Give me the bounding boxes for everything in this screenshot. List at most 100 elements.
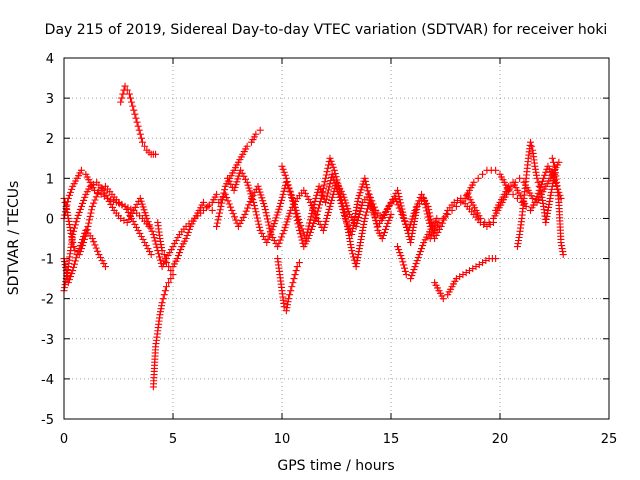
- data-point-trace-e: [152, 150, 160, 158]
- data-point-trace-l: [311, 216, 319, 224]
- data-point-trace-i: [323, 214, 331, 222]
- data-point-trace-l: [287, 190, 295, 198]
- data-point-trace-d: [70, 260, 78, 268]
- x-axis-label: GPS time / hours: [277, 458, 394, 474]
- data-point-trace-b: [129, 217, 137, 225]
- data-point-trace-l: [329, 163, 337, 171]
- data-point-trace-j: [251, 205, 259, 213]
- data-point-trace-l: [340, 206, 348, 214]
- data-point-trace-l: [335, 182, 343, 190]
- data-point-trace-d: [91, 241, 99, 249]
- data-point-trace-l: [316, 198, 324, 206]
- data-point-trace-g: [161, 255, 169, 263]
- data-point-trace-e: [125, 90, 133, 98]
- data-point-trace-l: [348, 247, 356, 255]
- data-point-trace-b: [131, 220, 139, 228]
- data-point-trace-j: [379, 213, 387, 221]
- data-point-trace-j: [253, 211, 261, 219]
- data-point-trace-d: [92, 244, 100, 252]
- data-point-trace-j: [401, 217, 409, 225]
- data-point-trace-j: [398, 205, 406, 213]
- data-point-trace-i: [274, 243, 282, 251]
- data-point-trace-i: [225, 200, 233, 208]
- data-point-trace-i: [356, 207, 364, 215]
- data-point-trace-j: [277, 199, 285, 207]
- data-point-trace-b: [85, 216, 93, 224]
- data-point-trace-j: [265, 232, 273, 240]
- data-point-trace-o: [492, 166, 500, 174]
- data-point-trace-i: [303, 192, 311, 200]
- data-point-trace-i: [224, 197, 232, 205]
- data-point-trace-j: [238, 169, 246, 177]
- data-point-trace-m: [402, 271, 410, 279]
- data-point-trace-q: [541, 171, 549, 179]
- data-point-trace-q: [531, 198, 539, 206]
- data-point-trace-l: [330, 166, 338, 174]
- data-point-trace-k: [285, 295, 293, 303]
- data-point-trace-l: [293, 213, 301, 221]
- data-point-trace-e: [123, 86, 131, 94]
- data-point-trace-i: [270, 237, 278, 245]
- data-point-trace-j: [396, 199, 404, 207]
- data-point-trace-i: [438, 219, 446, 227]
- data-point-trace-d: [73, 251, 81, 259]
- y-tick-label: 3: [46, 92, 54, 107]
- data-point-trace-g: [173, 255, 181, 263]
- data-point-trace-i: [265, 221, 273, 229]
- data-point-trace-a: [123, 218, 131, 226]
- data-point-trace-j: [255, 220, 263, 228]
- data-point-trace-i: [245, 201, 253, 209]
- data-point-trace-d: [64, 279, 72, 287]
- data-point-trace-j: [364, 187, 372, 195]
- data-point-trace-l: [338, 196, 346, 204]
- data-point-trace-l: [349, 250, 357, 258]
- y-tick-label: -1: [41, 253, 54, 268]
- data-point-trace-b: [84, 222, 92, 230]
- data-point-trace-i: [324, 211, 332, 219]
- data-point-trace-i: [357, 204, 365, 212]
- data-point-trace-h: [213, 222, 221, 230]
- data-point-trace-o: [439, 214, 447, 222]
- data-point-trace-p: [476, 214, 484, 222]
- data-point-trace-j: [323, 192, 331, 200]
- data-point-trace-j: [385, 201, 393, 209]
- data-point-trace-o: [457, 198, 465, 206]
- data-point-trace-d: [75, 245, 83, 253]
- data-point-trace-i: [228, 206, 236, 214]
- data-point-trace-l: [296, 230, 304, 238]
- data-point-trace-b: [91, 196, 99, 204]
- data-point-trace-j: [276, 202, 284, 210]
- data-point-trace-j: [224, 174, 231, 182]
- data-point-trace-i: [355, 210, 363, 218]
- data-point-trace-c: [65, 191, 73, 199]
- data-point-trace-e: [121, 82, 129, 90]
- data-point-trace-m: [409, 269, 417, 277]
- data-point-trace-i: [275, 239, 283, 247]
- data-point-trace-m: [407, 275, 415, 283]
- data-point-trace-i: [232, 216, 240, 224]
- data-point-trace-j: [309, 203, 317, 211]
- data-point-trace-p: [485, 218, 493, 226]
- data-point-trace-l: [343, 219, 351, 227]
- data-point-trace-l: [380, 228, 388, 236]
- data-point-trace-a: [80, 196, 88, 204]
- data-point-trace-a: [72, 218, 80, 226]
- x-tick-label: 0: [60, 432, 68, 447]
- data-point-trace-m: [418, 245, 426, 253]
- data-point-trace-j: [308, 210, 316, 218]
- data-point-trace-q: [533, 192, 541, 200]
- data-point-trace-j: [278, 193, 286, 201]
- data-point-trace-l: [284, 181, 292, 189]
- data-point-trace-i: [354, 216, 362, 224]
- y-tick-label: 0: [46, 212, 54, 227]
- data-point-trace-l: [371, 213, 379, 221]
- data-point-trace-l: [295, 223, 303, 231]
- data-point-trace-i: [229, 210, 237, 218]
- data-point-trace-d: [90, 238, 98, 246]
- y-tick-label: 4: [46, 52, 54, 67]
- data-point-trace-h: [243, 142, 251, 150]
- data-point-trace-l: [282, 174, 290, 182]
- data-point-trace-l: [362, 211, 370, 219]
- data-point-trace-d: [71, 257, 79, 265]
- data-point-trace-a: [147, 224, 155, 232]
